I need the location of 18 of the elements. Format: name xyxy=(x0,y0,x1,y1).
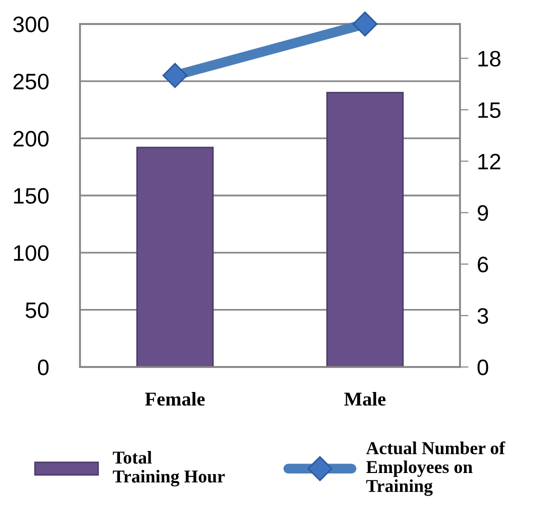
legend-label: Total Training Hour xyxy=(112,451,225,486)
y-tick-label: 300 xyxy=(13,16,49,32)
y-tick-label: 200 xyxy=(13,130,49,147)
y2-tick-label: 9 xyxy=(478,205,488,221)
y2-tick-label: 0 xyxy=(478,360,488,376)
y2-tick-label: 18 xyxy=(478,50,500,67)
y-tick-label: 0 xyxy=(38,360,49,376)
x-tick-label: Female xyxy=(145,392,205,406)
x-tick-label: Male xyxy=(344,392,386,406)
y2-tick-label: 6 xyxy=(478,256,488,272)
y-tick-label: 150 xyxy=(14,188,49,204)
y-tick-label: 250 xyxy=(13,74,49,90)
y2-tick-label: 3 xyxy=(478,308,488,324)
y2-tick-label: 15 xyxy=(478,102,500,118)
legend-label: Actual Number of Employees on Training xyxy=(366,441,506,496)
y-tick-label: 100 xyxy=(14,245,49,261)
y2-tick-label: 12 xyxy=(478,154,500,170)
y-tick-label: 50 xyxy=(26,302,49,318)
